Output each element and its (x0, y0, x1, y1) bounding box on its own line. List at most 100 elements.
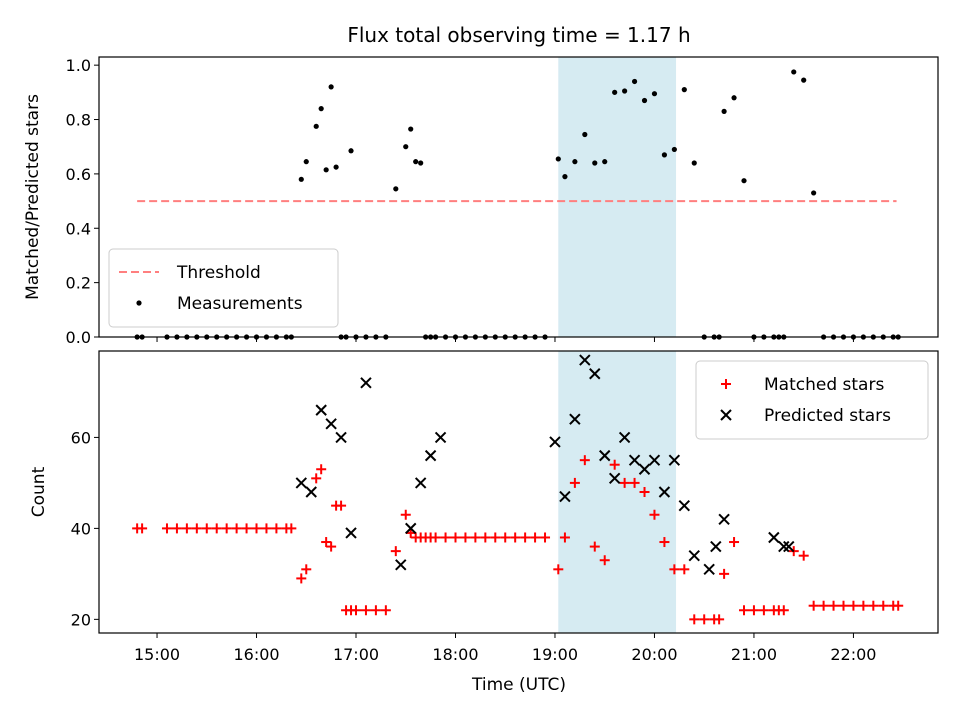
matched-star-point (540, 532, 551, 543)
predicted-star-point (703, 563, 715, 576)
matched-star-point (336, 500, 347, 511)
plot-frame (98, 350, 939, 634)
matched-star-point (639, 487, 650, 497)
matched-star-point (201, 523, 212, 534)
measurement-point (721, 108, 727, 114)
x-tick-label: 16:00 (233, 645, 279, 664)
measurement-point (622, 88, 628, 94)
measurement-point (602, 159, 608, 165)
matched-star-point (838, 600, 849, 611)
matched-star-point (798, 550, 809, 561)
predicted-star-point (569, 413, 581, 425)
measurement-point (562, 174, 568, 180)
x-tick-label: 20:00 (631, 645, 677, 664)
y-tick-label: 1.0 (66, 56, 91, 75)
predicted-star-point (360, 377, 372, 389)
legend-label: Matched stars (764, 375, 884, 395)
measurement-point (731, 95, 737, 101)
measurement-point (801, 77, 807, 83)
matched-star-point (351, 605, 362, 616)
matched-star-point (191, 523, 202, 534)
matched-star-point (316, 464, 327, 475)
measurement-point (403, 144, 409, 150)
predicted-star-point (618, 431, 631, 444)
legend-label: Measurements (177, 294, 303, 314)
matched-star-point (450, 532, 461, 543)
x-tick-label: 19:00 (532, 645, 578, 664)
legend-label: Threshold (176, 263, 261, 283)
matched-star-point (729, 537, 740, 548)
highlight-interval (558, 351, 677, 633)
matched-star-point (848, 600, 859, 611)
predicted-star-point (638, 463, 651, 475)
matched-star-point (553, 564, 564, 575)
matched-star-point (569, 477, 580, 488)
x-tick-label: 15:00 (134, 645, 180, 664)
y-tick-label: 0.6 (66, 165, 91, 184)
matched-star-point (609, 459, 620, 470)
x-tick-label: 22:00 (830, 645, 876, 664)
matched-star-point (828, 600, 839, 611)
predicted-star-point (405, 522, 417, 535)
matched-star-point (559, 532, 570, 543)
predicted-star-point (688, 549, 700, 562)
predicted-star-point (325, 418, 337, 430)
measurement-point (408, 126, 414, 132)
ratio-panel: 0.0 0.2 0.4 0.6 0.8 1.0 Matched/Predicted star… (23, 56, 939, 347)
legend-swatch (720, 409, 732, 421)
matched-star-point (778, 605, 789, 616)
matched-star-point (808, 600, 819, 611)
y-tick-label: 40 (71, 519, 91, 538)
matched-star-point (748, 605, 759, 616)
matched-star-point (271, 523, 282, 534)
matched-star-point (868, 600, 879, 611)
legend-swatch (136, 300, 142, 306)
matched-star-point (579, 455, 590, 466)
matched-star-point (599, 555, 610, 566)
matched-star-point (440, 532, 451, 543)
measurement-point (741, 178, 747, 184)
matched-star-point (714, 614, 725, 625)
predicted-star-point (395, 559, 407, 571)
predicted-star-point (589, 368, 601, 380)
matched-star-point (231, 523, 242, 534)
predicted-star-point (783, 540, 795, 553)
measurement-point (671, 146, 677, 153)
matched-star-point (430, 532, 441, 543)
measurement-point (323, 167, 329, 173)
measurement-point (418, 160, 424, 166)
matched-star-point (181, 523, 192, 534)
matched-star-point (679, 564, 690, 575)
predicted-star-point (778, 540, 790, 553)
matched-star-point (520, 532, 531, 543)
y-tick-label: 0.8 (66, 111, 91, 130)
matched-star-point (241, 523, 252, 534)
matched-star-point (321, 537, 332, 548)
predicted-star-point (315, 404, 327, 416)
matched-star-point (669, 564, 680, 575)
predicted-star-point (608, 472, 621, 485)
measurement-point (582, 131, 588, 138)
predicted-star-point (768, 531, 780, 544)
y-tick-label: 60 (71, 428, 91, 447)
matched-star-point (589, 541, 600, 552)
matched-star-point (530, 532, 541, 543)
measurement-point (555, 156, 561, 162)
predicted-star-point (434, 431, 447, 444)
matched-star-point (818, 600, 829, 611)
legend-box (108, 248, 339, 328)
predicted-star-point (345, 527, 357, 539)
count-panel: 20 40 60 15:00 16:00 17:00 18:00 19:00 20:00 21:0… (29, 350, 939, 664)
matched-star-point (296, 573, 307, 584)
matched-star-point (221, 523, 232, 534)
plot-frame (98, 56, 939, 338)
matched-star-point (649, 509, 660, 520)
predicted-star-point (295, 477, 307, 489)
highlight-interval (558, 57, 677, 337)
y-axis-title: Matched/Predicted stars (23, 94, 43, 300)
matched-star-point (360, 605, 371, 616)
matched-star-point (510, 532, 521, 543)
y-tick-label: 0.2 (66, 274, 91, 293)
matched-star-point (261, 523, 272, 534)
x-axis-title: Time (UTC) (471, 675, 566, 695)
